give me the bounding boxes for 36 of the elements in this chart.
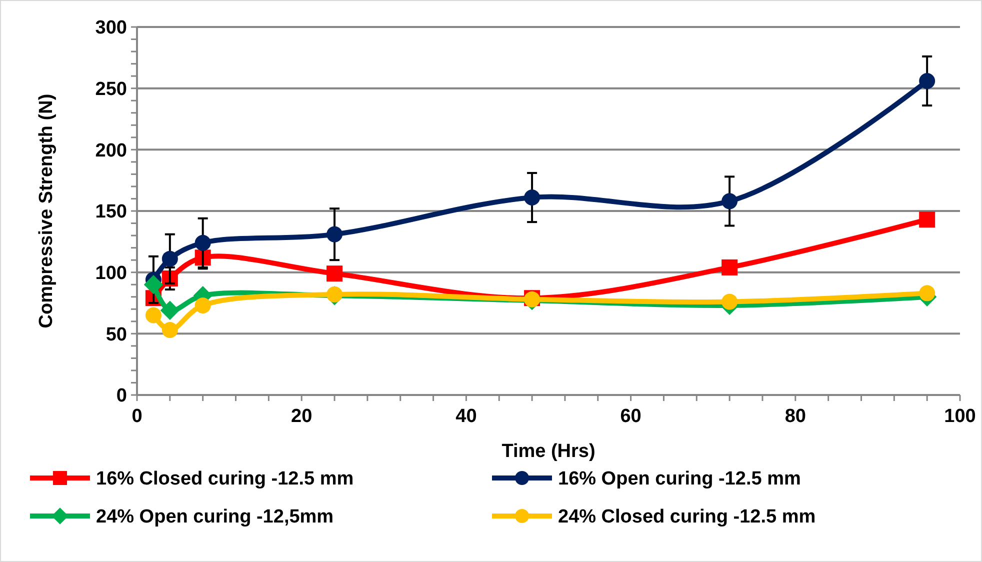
y-tick-label: 200 [95, 140, 127, 162]
y-tick-label: 50 [106, 324, 127, 346]
point [722, 193, 738, 210]
point [919, 212, 936, 228]
point [326, 266, 343, 282]
point [326, 286, 343, 302]
point [160, 300, 180, 320]
legend-label: 24% Open curing -12,5mm [96, 506, 334, 528]
x-tick-label: 80 [784, 406, 806, 427]
point [919, 72, 936, 89]
point [162, 322, 178, 338]
point [722, 259, 738, 276]
point [326, 226, 343, 242]
x-tick-label: 100 [944, 406, 976, 427]
x-tick-label: 20 [291, 406, 312, 427]
point [194, 297, 211, 314]
y-axis-title: Compressive Strength (N) [36, 94, 57, 328]
y-tick-label: 0 [116, 386, 127, 407]
x-tick-label: 0 [132, 406, 142, 427]
legend-label: 16% Open curing -12.5 mm [558, 468, 801, 490]
y-tick-label: 150 [95, 202, 127, 223]
legend-label: 24% Closed curing -12.5 mm [558, 506, 816, 528]
x-axis-title: Time (Hrs) [502, 441, 596, 462]
y-tick-label: 300 [95, 18, 127, 39]
x-tick-label: 60 [620, 406, 642, 427]
y-tick-label: 100 [95, 262, 127, 284]
legend-label: 16% Closed curing -12.5 mm [96, 468, 354, 490]
point [524, 190, 540, 206]
y-tick-label: 250 [95, 78, 127, 100]
point [722, 294, 738, 310]
point [194, 234, 211, 251]
point [162, 250, 178, 267]
point [919, 285, 936, 302]
x-tick-label: 40 [456, 406, 477, 427]
point [144, 275, 164, 294]
point [145, 307, 162, 324]
